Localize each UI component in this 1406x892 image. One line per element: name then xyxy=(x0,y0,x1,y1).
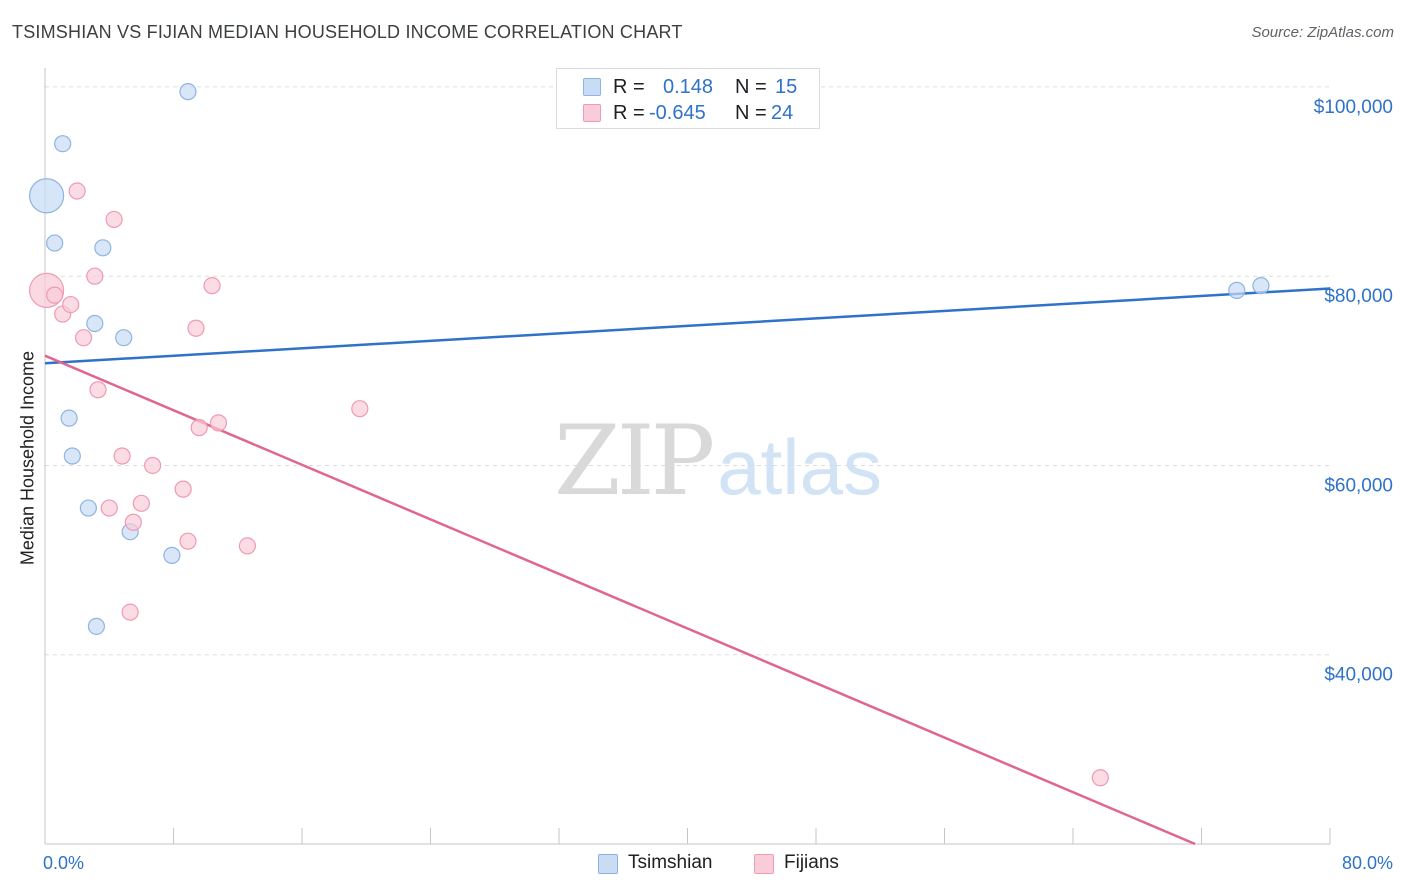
fijian-point xyxy=(105,210,123,229)
fijian-point xyxy=(174,480,192,498)
r-value: 0.148 xyxy=(663,75,714,98)
fijian-point xyxy=(124,513,142,531)
watermark-zip: ZIP xyxy=(554,405,715,517)
fijian-point xyxy=(190,419,208,437)
tsimshian-point xyxy=(79,499,97,517)
fijian-point xyxy=(121,603,139,621)
y-tick-label: $100,000 xyxy=(1314,97,1393,118)
watermark-atlas: atlas xyxy=(717,423,882,511)
tick-labels: $40,000 $60,000 $80,000 $100,000 0.0% 80.0% xyxy=(43,97,1393,873)
data-points xyxy=(29,83,1270,787)
fijian-point xyxy=(179,532,197,550)
tsimshian-point xyxy=(87,617,106,635)
r-value: -0.645 xyxy=(649,101,706,124)
y-tick-label: $80,000 xyxy=(1324,286,1393,307)
n-label: N = xyxy=(735,75,767,98)
tsimshian-point xyxy=(94,239,112,257)
watermark: ZIPatlas xyxy=(554,405,882,517)
fijian-point xyxy=(68,182,86,200)
fijian-point xyxy=(89,381,107,399)
fijian-trend-line xyxy=(44,354,1196,846)
grid-lines xyxy=(45,86,1330,656)
n-value: 24 xyxy=(771,101,794,124)
tsimshian-point xyxy=(60,409,78,427)
legend-tsimshian-swatch xyxy=(598,854,618,874)
correlation-stats-box: R = 0.148 N = 15 R = -0.645 N = 24 xyxy=(556,68,820,129)
chart-title: TSIMSHIAN VS FIJIAN MEDIAN HOUSEHOLD INC… xyxy=(12,22,683,42)
trend-lines xyxy=(44,287,1331,846)
fijian-point xyxy=(144,456,162,475)
tsimshian-swatch xyxy=(583,78,601,96)
tsimshian-trend-line xyxy=(44,287,1331,365)
n-value: 15 xyxy=(775,75,798,98)
fijian-point xyxy=(62,295,80,314)
fijian-point xyxy=(113,447,131,465)
r-label: R = xyxy=(613,75,645,98)
y-tick-label: $60,000 xyxy=(1324,475,1393,496)
legend-fijians-label: Fijians xyxy=(784,852,839,873)
tsimshian-point xyxy=(86,314,104,333)
tsimshian-point xyxy=(54,135,72,153)
y-tick-label: $40,000 xyxy=(1324,665,1393,686)
fijian-point xyxy=(209,414,228,432)
fijian-point xyxy=(1091,769,1109,787)
legend: Tsimshian Fijians xyxy=(0,852,1406,876)
fijian-point xyxy=(100,499,118,517)
tsimshian-point xyxy=(29,178,65,214)
n-label: N = xyxy=(735,101,767,124)
fijian-point xyxy=(132,494,150,512)
tsimshian-point xyxy=(1252,277,1270,295)
tsimshian-point xyxy=(46,234,64,252)
tsimshian-point xyxy=(115,329,133,347)
legend-fijians-swatch xyxy=(754,854,774,874)
fijians-swatch xyxy=(583,104,601,122)
fijian-point xyxy=(238,537,256,555)
fijian-point xyxy=(351,400,369,418)
source-label: Source: ZipAtlas.com xyxy=(1251,24,1394,41)
tsimshian-point xyxy=(63,447,81,465)
legend-tsimshian-label: Tsimshian xyxy=(628,852,713,873)
tsimshian-point xyxy=(1228,281,1246,299)
fijian-point xyxy=(86,267,104,285)
tsimshian-point xyxy=(163,546,181,564)
x-tick-label: 80.0% xyxy=(1342,853,1393,873)
x-tick-label: 0.0% xyxy=(43,853,84,873)
tsimshian-point xyxy=(179,83,197,101)
r-label: R = xyxy=(613,101,645,124)
fijian-point xyxy=(203,277,221,295)
axes xyxy=(44,68,1331,845)
fijian-point xyxy=(46,286,64,304)
fijian-point xyxy=(74,329,93,347)
fijian-point xyxy=(187,319,205,337)
